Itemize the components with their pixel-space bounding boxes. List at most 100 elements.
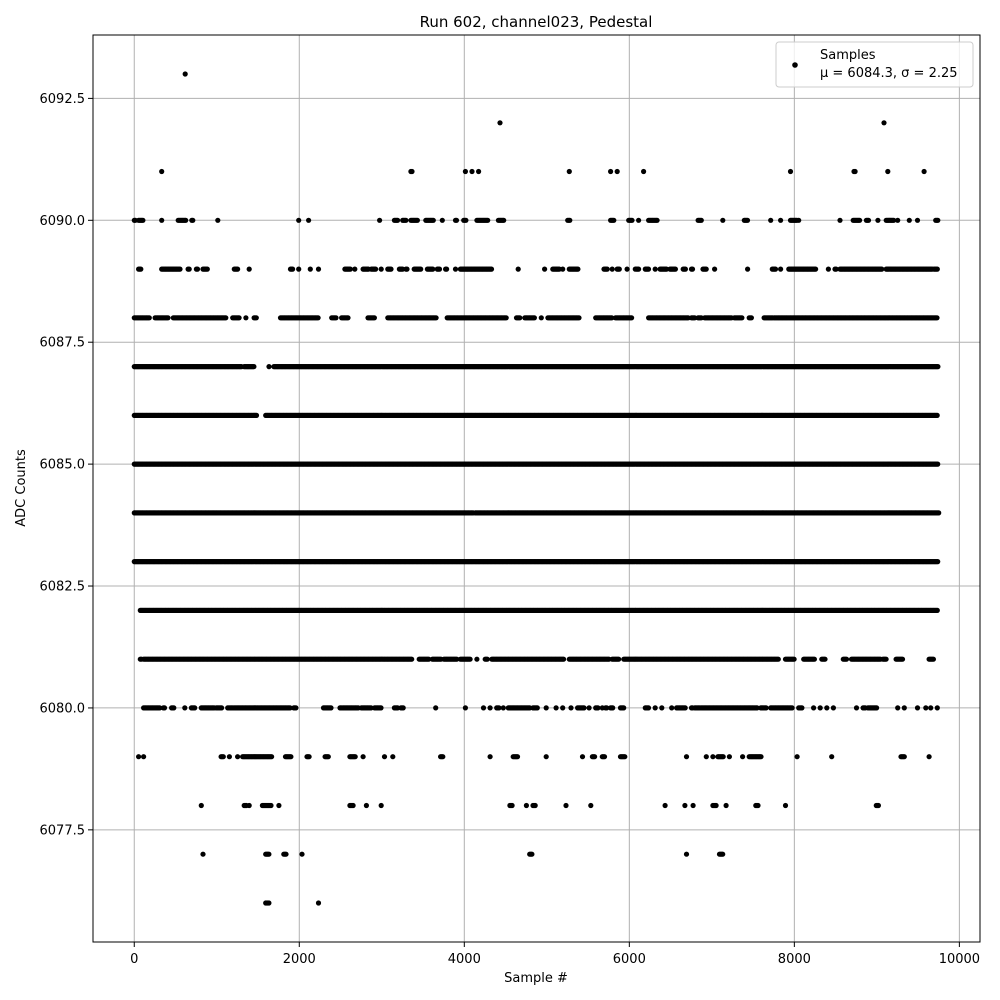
data-point <box>454 656 460 662</box>
data-point <box>543 705 549 711</box>
data-point <box>220 754 226 760</box>
data-point <box>561 656 567 662</box>
data-point <box>758 754 764 760</box>
data-point <box>378 802 384 809</box>
data-point <box>192 705 198 711</box>
data-point <box>669 705 675 711</box>
data-point <box>934 607 940 614</box>
data-point <box>360 754 366 760</box>
data-point <box>198 802 204 809</box>
data-point <box>895 705 901 711</box>
data-point <box>381 754 388 760</box>
data-point <box>328 705 334 711</box>
data-point <box>157 705 163 711</box>
data-point <box>409 656 415 662</box>
data-point <box>875 802 882 809</box>
data-point <box>763 705 769 711</box>
data-point <box>268 802 274 809</box>
data-point <box>703 754 709 760</box>
data-point <box>830 705 837 711</box>
data-point <box>288 754 294 760</box>
data-point <box>306 754 312 760</box>
data-point <box>899 656 906 662</box>
data-point <box>523 802 530 809</box>
data-point <box>789 705 795 711</box>
data-point <box>690 802 696 809</box>
data-point <box>161 705 168 711</box>
data-point <box>645 705 652 711</box>
data-point <box>350 802 356 809</box>
data-point <box>775 656 781 662</box>
data-point <box>662 802 668 809</box>
data-point <box>560 705 566 711</box>
data-point <box>543 754 549 760</box>
data-point <box>934 705 940 711</box>
data-point <box>923 705 929 711</box>
data-point <box>235 754 241 760</box>
data-point <box>266 900 272 906</box>
data-point <box>874 705 880 711</box>
data-point <box>579 754 586 760</box>
data-point <box>829 754 835 760</box>
data-point <box>883 656 889 662</box>
data-point <box>928 705 934 711</box>
data-point <box>914 705 921 711</box>
data-point <box>363 802 369 809</box>
data-point <box>400 705 406 711</box>
data-point <box>817 705 823 711</box>
data-point <box>568 705 574 711</box>
data-point <box>622 754 628 760</box>
data-point <box>935 559 941 565</box>
data-point <box>276 802 282 809</box>
data-point <box>930 656 937 662</box>
data-point <box>720 754 726 760</box>
data-point <box>529 851 535 857</box>
data-point <box>315 900 322 906</box>
data-point <box>682 705 688 711</box>
data-point <box>853 705 860 711</box>
data-point <box>200 851 206 857</box>
data-point <box>659 705 665 711</box>
data-point <box>683 754 690 760</box>
data-point <box>682 802 688 809</box>
data-point <box>754 705 760 711</box>
data-point <box>926 754 932 760</box>
data-point <box>514 754 521 760</box>
data-point <box>474 656 480 662</box>
data-point <box>811 656 818 662</box>
data-point <box>141 754 147 760</box>
data-point <box>621 705 627 711</box>
data-point <box>266 851 272 857</box>
data-point <box>710 754 716 760</box>
data-point <box>553 705 559 711</box>
data-point <box>487 754 493 760</box>
data-point <box>843 656 850 662</box>
data-point <box>935 461 941 467</box>
data-point <box>283 851 289 857</box>
data-point <box>484 656 490 662</box>
data-point <box>592 754 598 760</box>
data-point <box>171 705 177 711</box>
data-point <box>791 656 797 662</box>
data-point <box>782 802 789 809</box>
data-point <box>824 705 830 711</box>
data-point <box>390 754 396 760</box>
data-point <box>588 802 594 809</box>
data-point <box>246 802 252 809</box>
data-point <box>299 851 305 857</box>
data-point <box>799 705 805 711</box>
data-point <box>462 705 468 711</box>
data-point <box>500 705 506 711</box>
data-point <box>287 705 293 711</box>
data-point <box>496 705 502 711</box>
data-point <box>378 705 384 711</box>
data-point <box>595 705 601 711</box>
data-point <box>182 705 188 711</box>
data-point <box>480 705 487 711</box>
data-point <box>936 510 942 516</box>
data-point <box>901 705 907 711</box>
data-point <box>811 705 817 711</box>
data-point <box>581 705 587 711</box>
data-point <box>563 802 569 809</box>
